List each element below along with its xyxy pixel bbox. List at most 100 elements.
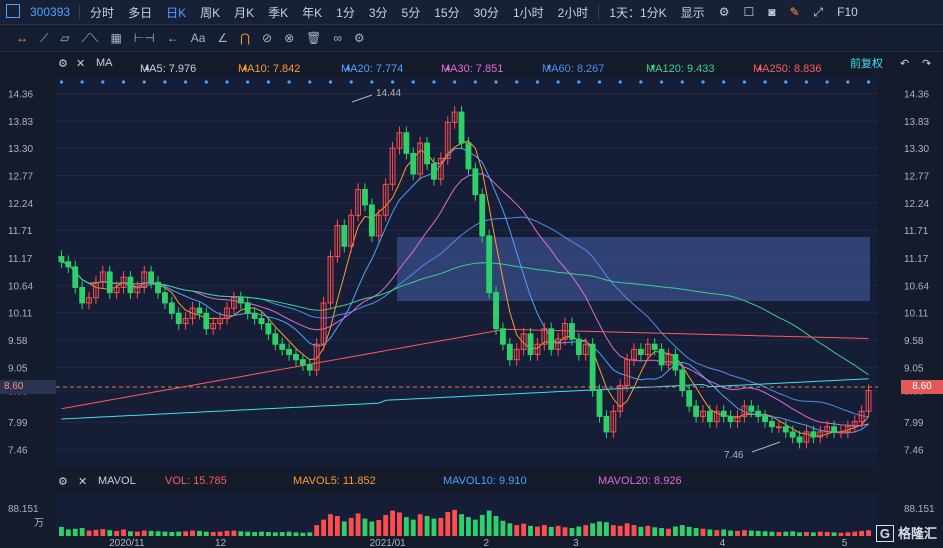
volume-bar	[797, 532, 802, 536]
magnet-tool-icon[interactable]: ⋂	[240, 31, 250, 45]
signal-dot	[101, 80, 105, 84]
high-annotation-line	[351, 94, 373, 103]
candle-down	[720, 410, 727, 417]
lock-drawings-icon[interactable]: ⊗	[284, 31, 295, 45]
vol-value: VOL: 15.785	[165, 475, 227, 487]
signal-dot	[184, 80, 188, 84]
redo-icon[interactable]: ↷	[922, 57, 932, 70]
signal-dot	[225, 80, 229, 84]
period-tab-fenshi[interactable]: 分时	[90, 5, 115, 20]
candle-down	[299, 359, 306, 366]
volume-bar	[362, 518, 368, 536]
volume-bar	[348, 517, 354, 536]
link-tool-icon[interactable]: ∞	[333, 31, 342, 45]
settings-icon[interactable]: ⚙	[718, 5, 730, 19]
display-dropdown[interactable]: 显示	[680, 5, 705, 20]
f10-button[interactable]: F10	[837, 5, 858, 19]
candle-up	[113, 286, 120, 294]
toolbar-settings-icon[interactable]: ⚙	[353, 31, 365, 45]
move-tool-icon[interactable]: ↔	[16, 31, 28, 45]
volume-bar	[376, 520, 382, 536]
camera-icon[interactable]: ◙	[768, 5, 776, 19]
period-tab-3min[interactable]: 3分	[368, 5, 388, 20]
period-setting-dropdown[interactable]: 1天：1分K	[609, 5, 667, 20]
volume-bar	[735, 530, 740, 536]
text-tool-icon[interactable]: Aa	[190, 31, 206, 45]
vol-settings-icon[interactable]: ⚙	[58, 475, 68, 488]
price-tick-left: 14.36	[8, 90, 33, 101]
signal-dot	[763, 80, 767, 84]
period-tab-1min[interactable]: 1分	[336, 5, 355, 20]
price-tick-left: 9.58	[8, 336, 28, 347]
volume-bar	[65, 529, 71, 536]
volume-bar	[334, 516, 340, 536]
candle-down	[286, 348, 293, 356]
period-tab-weekly[interactable]: 周K	[200, 5, 221, 20]
period-tab-yearly[interactable]: 年K	[302, 5, 323, 20]
period-tab-quarterly[interactable]: 季K	[268, 5, 289, 20]
legend-close-icon[interactable]: ✕	[76, 57, 86, 70]
candle-down	[727, 415, 734, 423]
volume-bar	[535, 526, 540, 536]
range-tool-icon[interactable]: ⊢⊣	[133, 31, 155, 45]
glh-logo: G 格隆汇	[875, 523, 937, 542]
fullscreen-icon[interactable]: ⤢	[813, 4, 824, 19]
volume-bar	[707, 529, 713, 536]
sidebar-toggle-icon[interactable]	[6, 4, 20, 18]
volume-bar	[86, 530, 92, 536]
period-tab-30min[interactable]: 30分	[473, 5, 499, 20]
period-tab-daily[interactable]: 日K	[166, 5, 187, 20]
price-tick-left: 12.24	[8, 199, 33, 210]
price-tick-left: 10.11	[8, 309, 33, 320]
price-tick-right: 13.30	[904, 144, 929, 155]
highlight-zone[interactable]	[397, 237, 870, 301]
checkbox-icon[interactable]: ☐	[743, 5, 755, 19]
channel-tool-icon[interactable]: ▱	[60, 31, 70, 45]
volume-bar	[755, 530, 761, 536]
line-tool-icon[interactable]: ⟋	[40, 30, 49, 45]
candle-down	[368, 204, 375, 237]
volume-bar	[383, 514, 389, 536]
volume-bar	[645, 525, 651, 536]
signal-dot	[328, 80, 333, 84]
period-tab-5min[interactable]: 5分	[401, 5, 421, 20]
volume-bar	[576, 526, 582, 536]
vol-close-icon[interactable]: ✕	[78, 475, 88, 488]
signal-dot	[390, 80, 395, 84]
wave-tool-icon[interactable]: ⟋⟍	[81, 30, 99, 45]
period-tab-15min[interactable]: 15分	[434, 5, 460, 20]
pen-icon[interactable]: ✎	[789, 5, 800, 19]
undo-icon[interactable]: ↶	[900, 57, 910, 70]
hide-drawings-icon[interactable]: ⊘	[262, 31, 273, 45]
price-tick-right: 7.46	[904, 445, 924, 456]
candle-down	[424, 142, 430, 165]
period-tab-2hour[interactable]: 2小时	[557, 5, 589, 20]
arrow-tool-icon[interactable]: ←	[166, 31, 179, 45]
candle-down	[265, 323, 272, 335]
candle-up	[224, 307, 230, 319]
volume-bar	[197, 530, 202, 536]
angle-tool-icon[interactable]: ∠	[217, 31, 229, 45]
volume-bar	[507, 523, 513, 536]
candle-up	[417, 142, 424, 175]
candle-down	[431, 163, 437, 180]
delete-drawings-icon[interactable]: 🗑	[306, 31, 322, 45]
price-tick-right: 10.11	[904, 309, 929, 320]
signal-dot	[825, 80, 829, 84]
ma120-line	[61, 328, 869, 410]
fib-tool-icon[interactable]: ▦	[110, 31, 122, 45]
volume-bar	[845, 532, 851, 536]
candle-down	[569, 323, 575, 340]
volume-bar	[190, 530, 195, 536]
period-tab-multiday[interactable]: 多日	[128, 5, 153, 20]
stock-code[interactable]: 300393	[30, 5, 71, 19]
period-tab-monthly[interactable]: 月K	[234, 5, 255, 20]
candle-up	[851, 421, 858, 428]
legend-settings-icon[interactable]: ⚙	[58, 57, 68, 70]
volume-bar	[265, 532, 271, 536]
adjust-mode-button[interactable]: 前复权	[850, 58, 883, 70]
mavol10-value: MAVOL10: 9.910	[443, 475, 527, 487]
signal-dot	[535, 80, 540, 84]
period-tab-1hour[interactable]: 1小时	[512, 5, 544, 20]
